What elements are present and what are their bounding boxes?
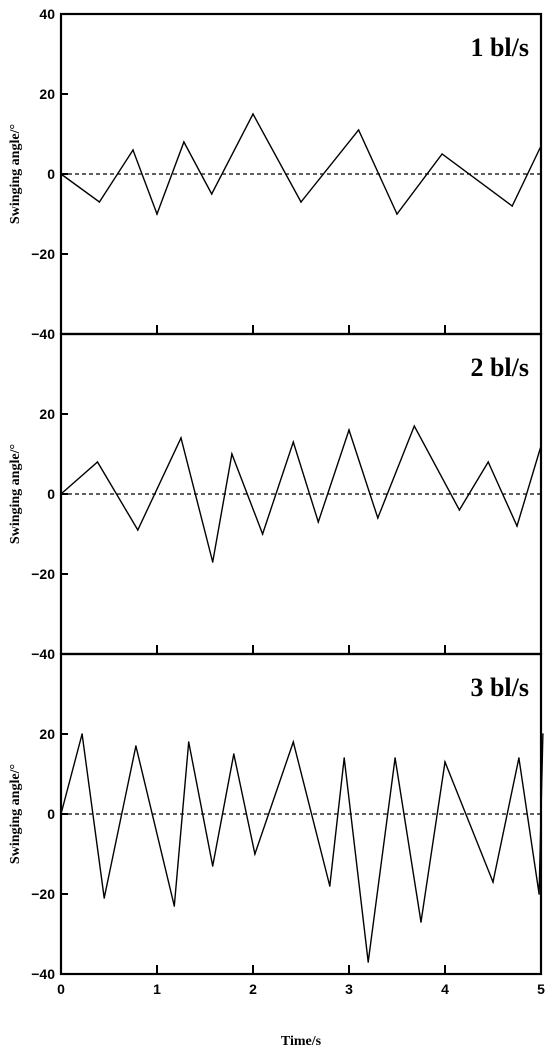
series-line xyxy=(60,733,544,963)
data-point xyxy=(540,145,542,147)
data-point xyxy=(180,437,182,439)
y-tick-label: −40 xyxy=(31,646,55,662)
x-tick-label: 2 xyxy=(249,981,257,997)
data-point xyxy=(211,561,214,563)
data-point xyxy=(261,533,264,535)
data-point xyxy=(458,509,461,511)
series-line xyxy=(60,112,542,216)
x-tick-label: 1 xyxy=(153,981,161,997)
series-line xyxy=(60,424,542,563)
data-point xyxy=(135,745,137,747)
data-point xyxy=(348,429,350,431)
x-tick-label: 3 xyxy=(345,981,353,997)
y-tick-label: 40 xyxy=(39,6,55,22)
data-point xyxy=(173,905,176,907)
data-point xyxy=(183,141,185,143)
y-tick-label: 0 xyxy=(47,486,55,502)
data-point xyxy=(420,921,422,923)
data-point xyxy=(96,461,99,463)
data-point xyxy=(254,853,256,855)
panel-title: 3 bl/s xyxy=(470,673,529,702)
data-point xyxy=(343,757,346,759)
y-axis-label: Swinging angle/° xyxy=(8,764,23,864)
data-point xyxy=(156,213,158,215)
data-point xyxy=(292,441,295,443)
data-point xyxy=(542,733,544,735)
data-point xyxy=(487,461,490,463)
y-axis-label: Swinging angle/° xyxy=(8,444,23,544)
data-point xyxy=(492,881,494,883)
data-point xyxy=(103,897,105,899)
panel-title: 2 bl/s xyxy=(470,353,529,382)
data-point xyxy=(516,525,518,527)
data-point xyxy=(518,757,520,759)
x-tick-label: 4 xyxy=(441,981,449,997)
data-point xyxy=(329,885,331,887)
data-point xyxy=(233,753,235,755)
chart-panel-2: 20 0 −20 −40 2 bl/s Swinging angle/° xyxy=(8,332,543,662)
y-tick-label: −40 xyxy=(31,326,55,342)
data-point xyxy=(444,761,446,763)
data-point xyxy=(210,193,213,195)
data-point xyxy=(300,201,302,203)
y-tick-label: −20 xyxy=(31,566,55,582)
data-point xyxy=(132,149,134,151)
data-point xyxy=(540,445,542,447)
x-tick-label: 0 xyxy=(57,981,65,997)
y-tick-label: −40 xyxy=(31,966,55,982)
data-point xyxy=(60,173,62,175)
data-point xyxy=(394,757,396,759)
data-point xyxy=(396,213,398,215)
data-point xyxy=(98,201,101,203)
data-point xyxy=(367,961,370,963)
y-tick-label: 0 xyxy=(47,806,55,822)
data-point xyxy=(357,129,360,131)
x-axis-label: Time/s xyxy=(281,1034,322,1049)
y-tick-label: −20 xyxy=(31,886,55,902)
data-point xyxy=(211,865,214,867)
data-point xyxy=(81,733,83,735)
data-point xyxy=(413,425,416,427)
chart-panel-1: 40 20 0 −20 −40 1 bl/s Swinging angle/° xyxy=(8,6,543,342)
y-tick-label: 0 xyxy=(47,166,55,182)
data-point xyxy=(231,453,233,455)
data-point xyxy=(292,741,295,743)
x-tick-label: 5 xyxy=(537,981,545,997)
data-point xyxy=(252,113,254,115)
data-point xyxy=(377,517,379,519)
data-point xyxy=(511,205,513,207)
data-point xyxy=(60,813,62,815)
y-tick-label: −20 xyxy=(31,246,55,262)
y-axis-label: Swinging angle/° xyxy=(8,124,23,224)
y-tick-label: 20 xyxy=(39,726,55,742)
panel-title: 1 bl/s xyxy=(470,33,529,62)
data-point xyxy=(538,893,540,895)
data-point xyxy=(60,493,62,495)
data-point xyxy=(187,741,190,743)
y-tick-label: 20 xyxy=(39,86,55,102)
data-point xyxy=(317,521,320,523)
data-point xyxy=(441,153,443,155)
y-tick-label: 20 xyxy=(39,406,55,422)
data-point xyxy=(137,529,139,531)
